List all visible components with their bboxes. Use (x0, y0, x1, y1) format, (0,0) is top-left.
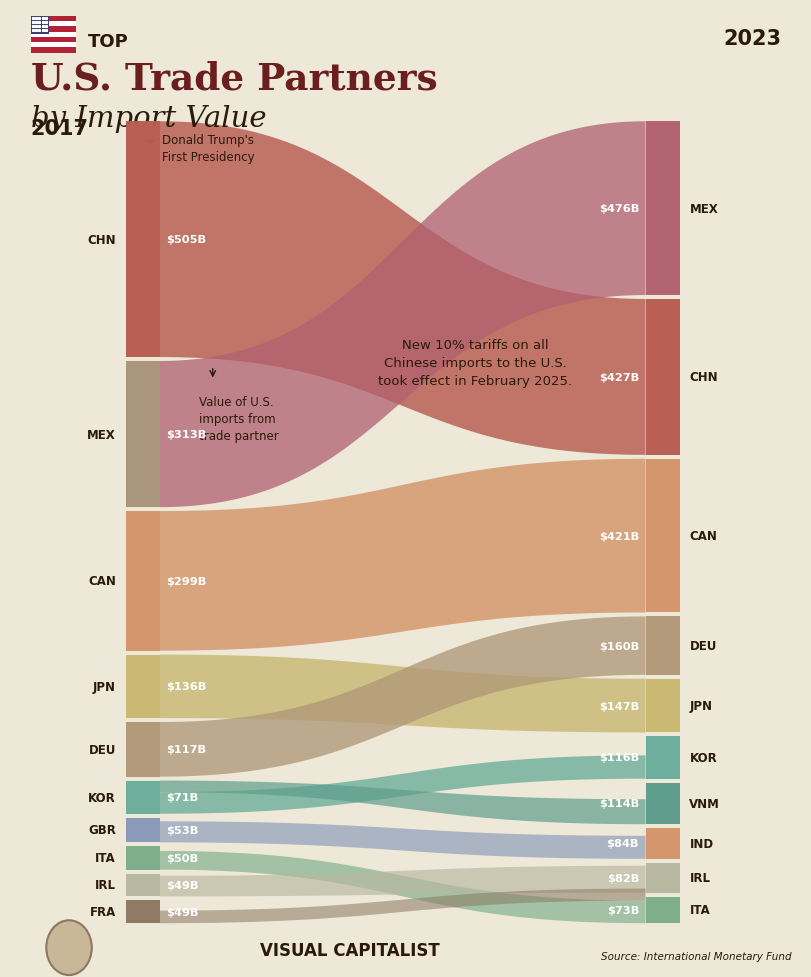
Text: DEU: DEU (88, 743, 116, 756)
Text: $476B: $476B (598, 204, 638, 214)
Polygon shape (160, 122, 645, 508)
Text: $84B: $84B (606, 838, 638, 849)
Bar (645, 863, 679, 893)
Bar (645, 300, 679, 455)
Text: $71B: $71B (166, 792, 199, 802)
Text: $82B: $82B (606, 872, 638, 883)
Text: $117B: $117B (166, 744, 206, 754)
Bar (126, 655, 160, 718)
Text: by Import Value: by Import Value (31, 105, 266, 133)
Polygon shape (160, 781, 645, 825)
Text: CHN: CHN (689, 371, 717, 384)
Text: $114B: $114B (598, 798, 638, 809)
Text: IND: IND (689, 837, 713, 850)
Text: $73B: $73B (606, 905, 638, 914)
Text: 2017: 2017 (31, 119, 88, 139)
Text: $136B: $136B (166, 682, 207, 692)
Text: U.S. Trade Partners: U.S. Trade Partners (31, 61, 437, 98)
Text: TOP: TOP (88, 33, 128, 51)
Text: New 10% tariffs on all
Chinese imports to the U.S.
took effect in February 2025.: New 10% tariffs on all Chinese imports t… (377, 339, 572, 388)
Text: Donald Trump's
First Presidency: Donald Trump's First Presidency (162, 134, 255, 164)
Bar (126, 512, 160, 651)
Text: $505B: $505B (166, 234, 206, 245)
Text: $50B: $50B (166, 853, 199, 863)
Bar (126, 901, 160, 923)
Text: FRA: FRA (90, 906, 116, 918)
Polygon shape (160, 866, 645, 897)
Text: Value of U.S.
imports from
trade partner: Value of U.S. imports from trade partner (199, 396, 278, 443)
Text: $299B: $299B (166, 576, 207, 586)
Text: KOR: KOR (689, 751, 716, 764)
Bar (645, 828, 679, 859)
Text: $49B: $49B (166, 880, 199, 890)
Bar (126, 361, 160, 508)
Bar (126, 722, 160, 777)
Polygon shape (160, 755, 645, 814)
Bar (645, 897, 679, 923)
Bar (645, 783, 679, 825)
Bar (645, 616, 679, 675)
Polygon shape (160, 851, 645, 923)
Text: DEU: DEU (689, 640, 716, 653)
Text: ITA: ITA (689, 904, 710, 916)
Text: JPN: JPN (93, 680, 116, 693)
Text: $160B: $160B (598, 641, 638, 651)
Text: KOR: KOR (88, 790, 116, 804)
Polygon shape (160, 122, 645, 455)
Bar (645, 459, 679, 613)
Polygon shape (160, 655, 645, 733)
Bar (126, 818, 160, 842)
Text: CAN: CAN (689, 530, 716, 542)
Text: 2023: 2023 (723, 29, 780, 49)
Text: IRL: IRL (689, 871, 710, 884)
Bar (645, 122, 679, 296)
Polygon shape (160, 889, 645, 923)
Circle shape (46, 920, 92, 975)
Text: Source: International Monetary Fund: Source: International Monetary Fund (600, 952, 791, 961)
Text: JPN: JPN (689, 700, 711, 712)
Polygon shape (160, 616, 645, 777)
Polygon shape (160, 822, 645, 859)
Bar (126, 846, 160, 870)
Text: CAN: CAN (88, 574, 116, 588)
Text: IRL: IRL (95, 878, 116, 892)
Text: $421B: $421B (598, 531, 638, 541)
Bar (645, 737, 679, 779)
Text: $427B: $427B (598, 372, 638, 383)
Text: VISUAL CAPITALIST: VISUAL CAPITALIST (260, 942, 439, 959)
Bar (126, 873, 160, 897)
Text: GBR: GBR (88, 824, 116, 836)
Bar (126, 122, 160, 358)
Bar (645, 679, 679, 733)
Text: CHN: CHN (88, 234, 116, 246)
Text: VNM: VNM (689, 797, 719, 810)
Text: $49B: $49B (166, 907, 199, 916)
Text: $147B: $147B (598, 701, 638, 711)
Text: $313B: $313B (166, 430, 207, 440)
Polygon shape (160, 459, 645, 651)
Text: ITA: ITA (95, 852, 116, 865)
Text: MEX: MEX (689, 202, 717, 215)
Text: $53B: $53B (166, 826, 199, 835)
Text: $116B: $116B (598, 752, 638, 763)
Bar (126, 781, 160, 814)
Text: MEX: MEX (88, 428, 116, 441)
